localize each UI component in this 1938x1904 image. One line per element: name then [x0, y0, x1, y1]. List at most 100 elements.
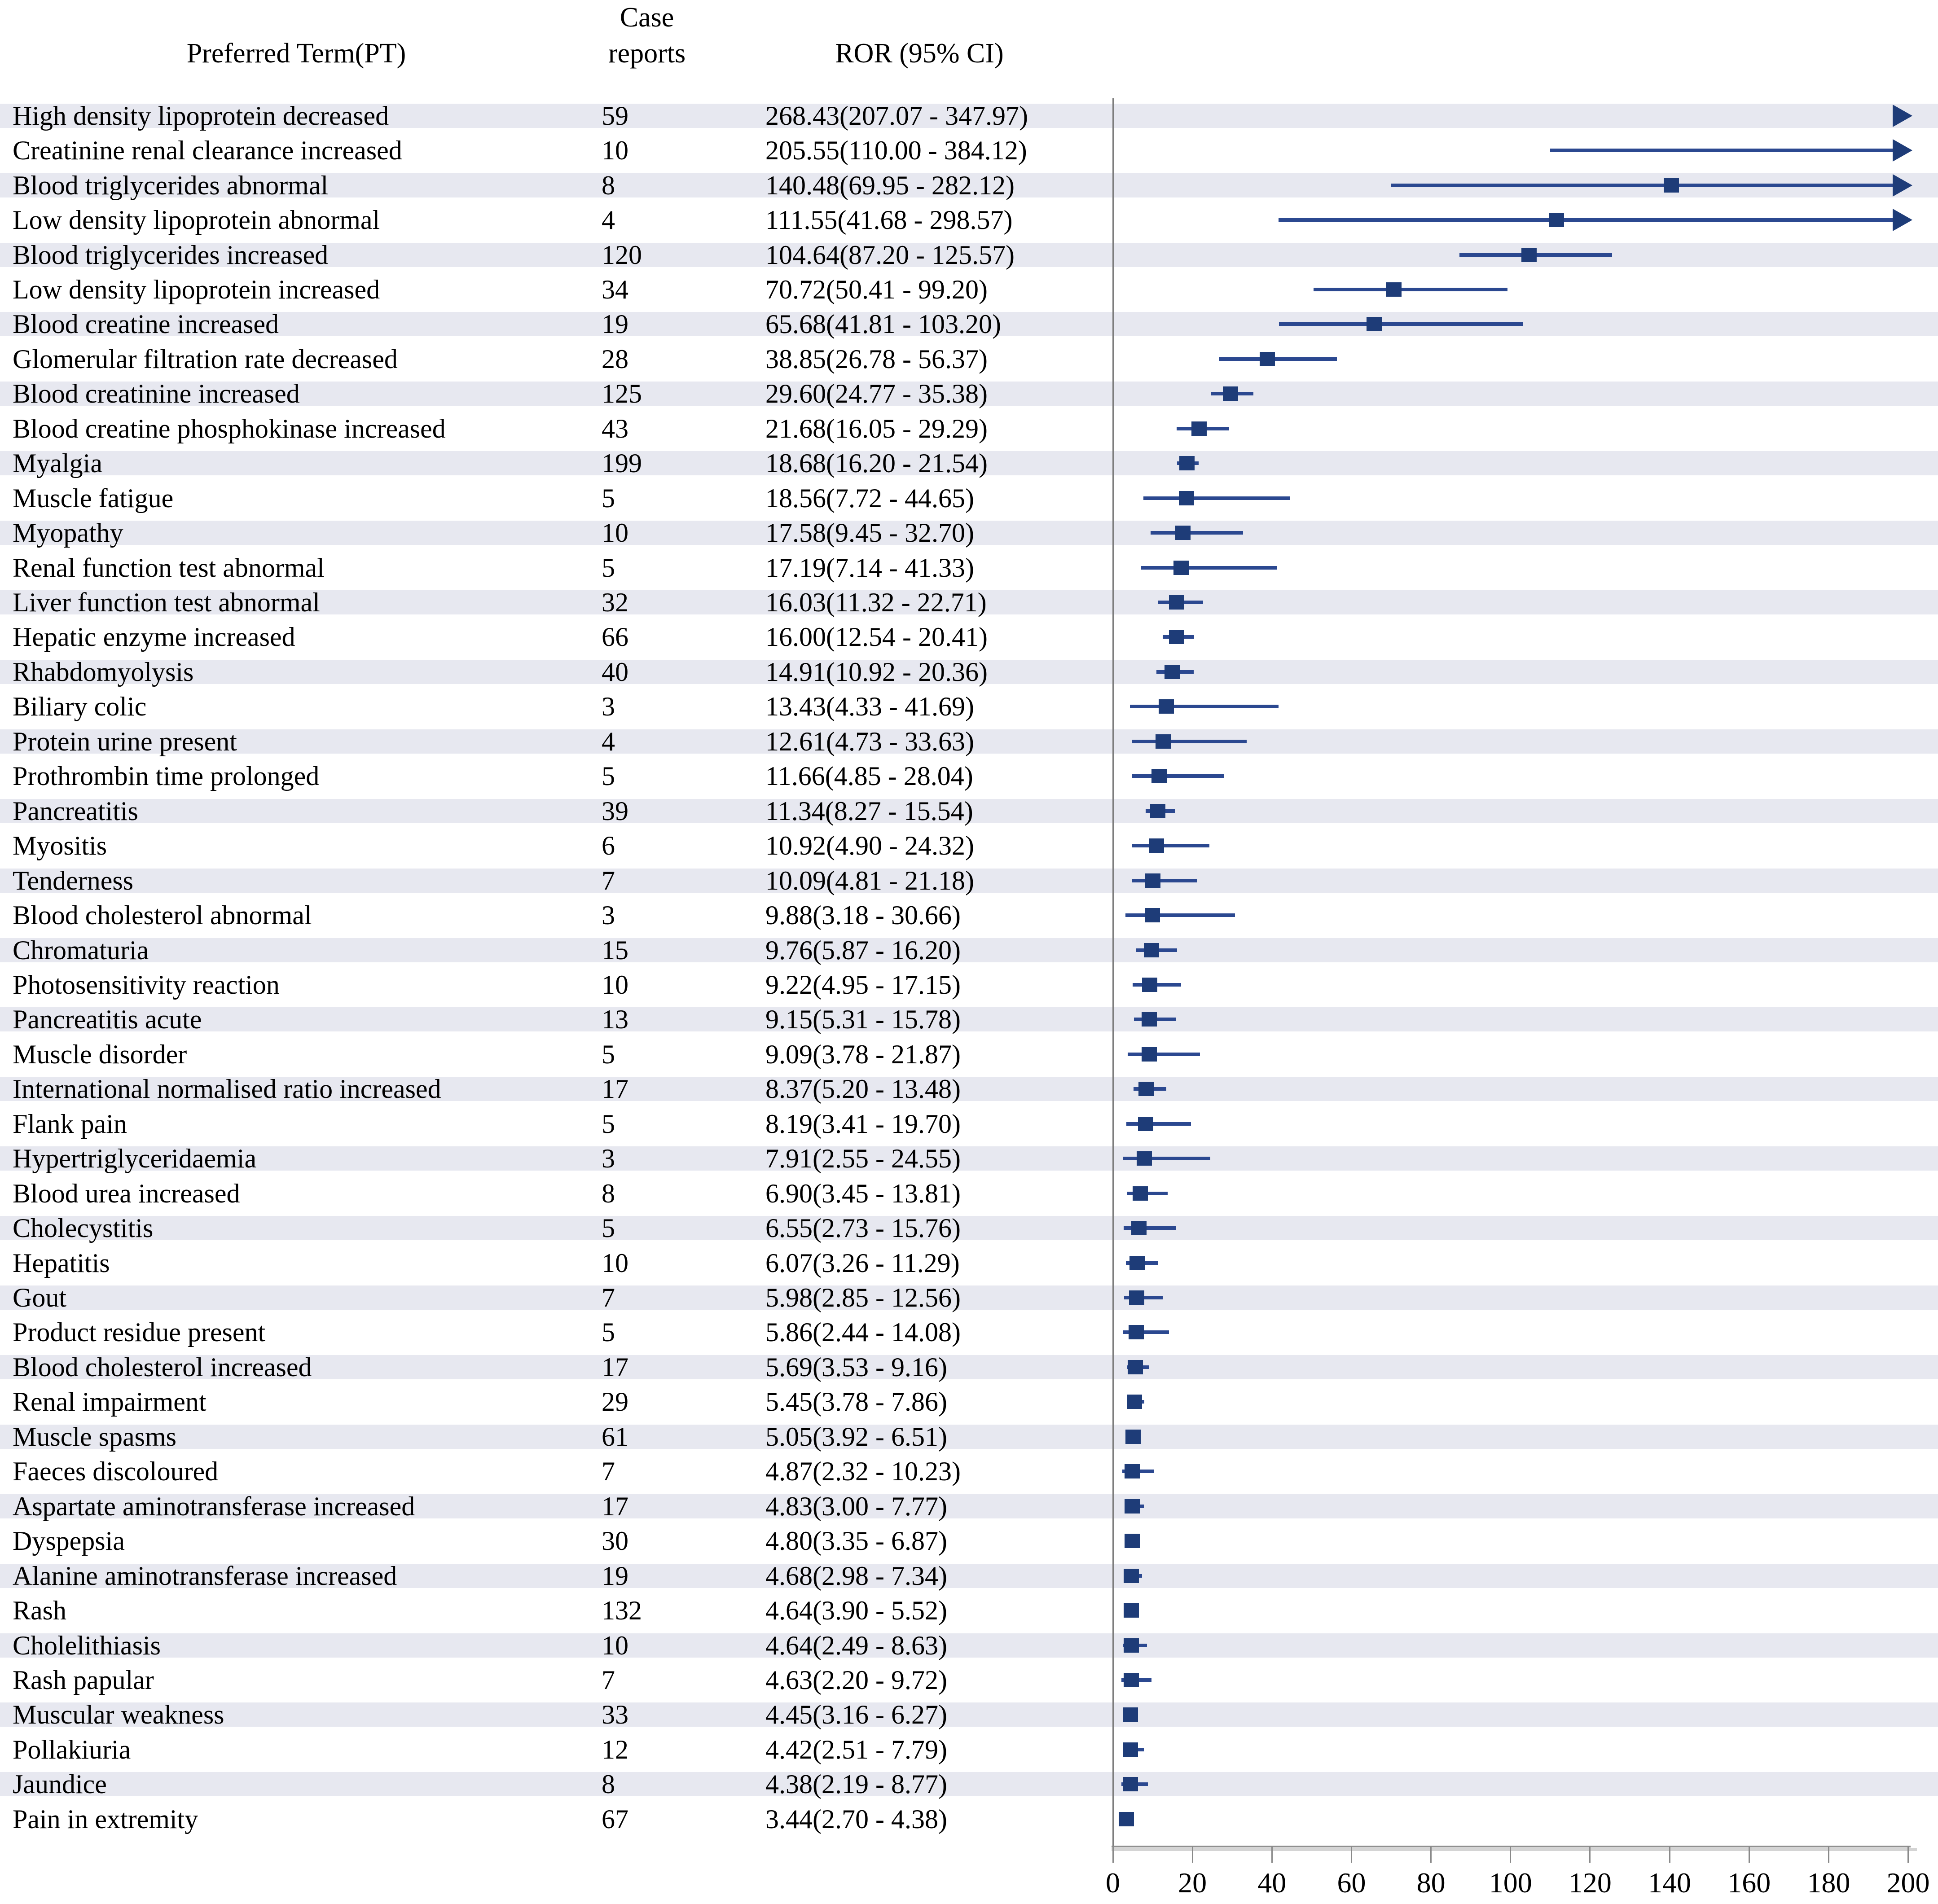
preferred-term-label: Chromaturia: [13, 935, 149, 965]
ror-point-marker: [1151, 769, 1167, 784]
ci-clip-arrow-icon: [1893, 209, 1912, 232]
row-stripe: [0, 659, 1938, 684]
ror-point-marker: [1123, 1707, 1138, 1722]
x-axis-tick: [1828, 1846, 1829, 1863]
ror-ci-value: 5.98(2.85 - 12.56): [765, 1283, 961, 1313]
case-reports-value: 13: [602, 1005, 628, 1035]
ror-point-marker: [1122, 1777, 1138, 1792]
reference-line: [1112, 98, 1114, 1847]
ror-ci-value: 70.72(50.41 - 99.20): [765, 274, 988, 304]
case-reports-value: 5: [602, 553, 615, 583]
ror-point-marker: [1131, 1221, 1147, 1236]
case-reports-value: 19: [602, 1561, 628, 1591]
row-stripe: [0, 382, 1938, 406]
column-header-case-line2: reports: [608, 38, 686, 69]
ror-ci-value: 18.68(16.20 - 21.54): [765, 448, 988, 478]
preferred-term-label: Aspartate aminotransferase increased: [13, 1491, 415, 1521]
x-axis-tick-label: 60: [1337, 1867, 1366, 1899]
ror-point-marker: [1169, 630, 1184, 645]
case-reports-value: 5: [602, 1213, 615, 1243]
ror-ci-value: 4.64(2.49 - 8.63): [765, 1630, 947, 1660]
x-axis-tick-label: 180: [1807, 1867, 1850, 1899]
row-stripe: [0, 1007, 1938, 1032]
ror-point-marker: [1142, 1012, 1157, 1027]
x-axis-tick-label: 0: [1106, 1867, 1120, 1899]
ror-ci-value: 18.56(7.72 - 44.65): [765, 483, 974, 513]
case-reports-value: 12: [602, 1734, 628, 1764]
preferred-term-label: Dyspepsia: [13, 1526, 125, 1556]
preferred-term-label: Product residue present: [13, 1317, 266, 1347]
x-axis-tick-label: 40: [1257, 1867, 1287, 1899]
ror-point-marker: [1127, 1395, 1143, 1409]
case-reports-value: 10: [602, 970, 628, 1000]
x-axis-line-shadow: [1112, 1848, 1917, 1851]
ci-line: [1391, 183, 1894, 187]
x-axis-tick: [1191, 1846, 1193, 1863]
case-reports-value: 3: [602, 692, 615, 722]
ci-line: [1141, 566, 1278, 570]
ror-point-marker: [1124, 1672, 1139, 1687]
row-stripe: [0, 451, 1938, 476]
ror-ci-value: 9.09(3.78 - 21.87): [765, 1039, 961, 1069]
case-reports-value: 8: [602, 170, 615, 200]
preferred-term-label: Hepatitis: [13, 1248, 110, 1278]
case-reports-value: 39: [602, 796, 628, 826]
row-stripe: [0, 242, 1938, 267]
ror-point-marker: [1148, 838, 1164, 853]
ror-point-marker: [1145, 873, 1161, 888]
case-reports-value: 8: [602, 1178, 615, 1208]
preferred-term-label: Cholecystitis: [13, 1213, 154, 1243]
case-reports-value: 10: [602, 1248, 628, 1278]
case-reports-value: 120: [602, 240, 642, 270]
row-stripe: [0, 1702, 1938, 1727]
ror-ci-value: 4.38(2.19 - 8.77): [765, 1769, 947, 1799]
ror-point-marker: [1125, 1464, 1140, 1479]
ror-ci-value: 16.00(12.54 - 20.41): [765, 622, 988, 652]
ci-line: [1123, 1157, 1211, 1161]
ror-point-marker: [1128, 1325, 1144, 1340]
ror-ci-value: 17.58(9.45 - 32.70): [765, 518, 974, 548]
ror-point-marker: [1191, 421, 1207, 436]
ror-ci-value: 4.68(2.98 - 7.34): [765, 1561, 947, 1591]
ror-point-marker: [1137, 1151, 1152, 1166]
ror-point-marker: [1173, 560, 1189, 575]
ror-ci-value: 16.03(11.32 - 22.71): [765, 588, 987, 618]
ror-point-marker: [1664, 178, 1679, 193]
preferred-term-label: High density lipoprotein decreased: [13, 101, 389, 131]
row-stripe: [0, 1146, 1938, 1171]
preferred-term-label: Muscle spasms: [13, 1421, 176, 1452]
ror-ci-value: 6.55(2.73 - 15.76): [765, 1213, 961, 1243]
ror-ci-value: 11.66(4.85 - 28.04): [765, 761, 973, 791]
ror-point-marker: [1549, 213, 1564, 228]
ror-ci-value: 13.43(4.33 - 41.69): [765, 692, 974, 722]
ror-ci-value: 6.90(3.45 - 13.81): [765, 1178, 961, 1208]
ror-ci-value: 10.92(4.90 - 24.32): [765, 831, 974, 861]
ror-point-marker: [1144, 943, 1160, 957]
ror-ci-value: 8.37(5.20 - 13.48): [765, 1074, 961, 1104]
ci-line: [1550, 149, 1894, 153]
ror-point-marker: [1124, 1568, 1139, 1583]
ror-ci-value: 5.05(3.92 - 6.51): [765, 1421, 947, 1452]
ror-point-marker: [1150, 803, 1166, 818]
ror-point-marker: [1141, 1047, 1157, 1062]
preferred-term-label: Hepatic enzyme increased: [13, 622, 295, 652]
preferred-term-label: Glomerular filtration rate decreased: [13, 344, 398, 374]
ror-ci-value: 12.61(4.73 - 33.63): [765, 726, 974, 756]
ror-point-marker: [1124, 1499, 1140, 1514]
row-stripe: [0, 1285, 1938, 1310]
x-axis-tick: [1271, 1846, 1273, 1863]
preferred-term-label: Renal function test abnormal: [13, 553, 325, 583]
case-reports-value: 3: [602, 1144, 615, 1174]
case-reports-value: 7: [602, 865, 615, 895]
preferred-term-label: International normalised ratio increased: [13, 1074, 441, 1104]
ror-ci-value: 11.34(8.27 - 15.54): [765, 796, 973, 826]
x-axis-tick-label: 20: [1178, 1867, 1207, 1899]
ror-point-marker: [1155, 734, 1171, 749]
ci-line: [1150, 531, 1243, 535]
ror-point-marker: [1138, 1082, 1154, 1097]
row-stripe: [0, 103, 1938, 128]
case-reports-value: 7: [602, 1665, 615, 1695]
row-stripe: [0, 1563, 1938, 1588]
ror-point-marker: [1124, 1603, 1139, 1618]
x-axis-tick: [1510, 1846, 1512, 1863]
